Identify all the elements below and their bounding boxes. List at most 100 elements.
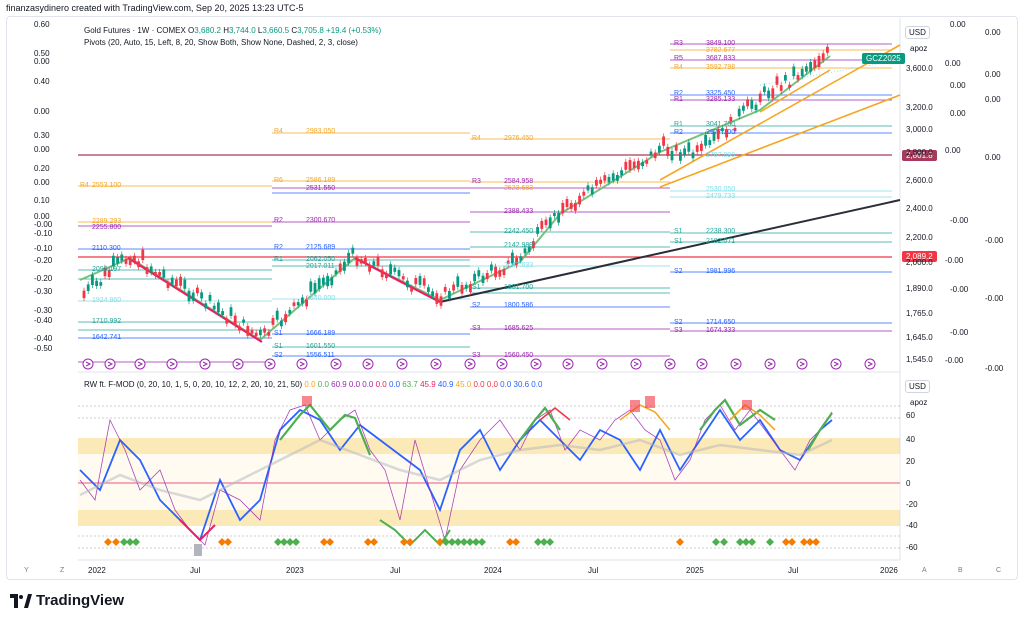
signal-diamond [400,538,408,546]
candle [792,66,796,77]
pivot-value: 2530.050 [706,186,736,193]
candle [813,60,817,69]
candle [687,142,691,152]
osc-grey-line [79,438,833,502]
pivot-value: 2047.633 [504,262,534,269]
symbol-name[interactable]: Gold Futures · 1W · COMEX [84,26,186,35]
osc-value: 45.0 [453,380,472,389]
bottom-btn-z[interactable]: Z [60,567,65,574]
pivot-label: S1 [674,228,683,235]
scale-mode[interactable]: apoz [910,44,928,53]
osc-green-seg-4 [807,412,833,451]
left-axis-tick: 0.50 [34,49,50,58]
signal-diamond [406,538,414,546]
osc-value: 0.0 [360,380,374,389]
candle [536,226,539,234]
candle [208,294,212,301]
pivot-marker-icon [82,358,94,370]
candle [364,258,367,264]
candle [742,105,745,111]
candle [347,252,350,263]
candle [695,145,699,152]
pivot-value: 3041.750 [706,121,736,128]
candle [683,148,686,155]
time-tick: 2024 [484,566,502,575]
symbol-legend[interactable]: Gold Futures · 1W · COMEX O3,680.2 H3,74… [84,26,382,35]
bottom-btn-b[interactable]: B [958,567,963,574]
signal-diamond [442,538,450,546]
symbol-price-tag: GCZ2025 [862,53,905,64]
price-tick: 2,200.0 [906,233,933,242]
oscillator-legend[interactable]: RW ft. F-MOD (0, 20, 10, 1, 5, 0, 20, 10… [84,380,542,389]
candle [175,279,178,287]
currency-button[interactable]: USD [905,26,930,39]
tradingview-logo-icon [10,593,32,608]
signal-diamond [364,538,372,546]
pivot-marker-icon [530,358,542,370]
pivot-value: 1710.992 [92,318,122,325]
osc-green-seg-3 [699,398,776,431]
pivot-value: 3687.833 [706,55,736,62]
pivot-value: 2017.011 [306,263,335,270]
left-axis-tick: -0.40 [34,334,53,343]
candle [305,299,308,307]
pivot-value: 1560.450 [504,352,534,359]
candle [196,287,199,294]
bottom-btn-y[interactable]: Y [24,567,29,574]
time-tick: Jul [190,566,201,575]
osc-value: 45.9 [417,380,436,389]
pivot-label: R4 [274,128,283,135]
oscillator-name[interactable]: RW ft. F-MOD (0, 20, 10, 1, 5, 0, 20, 10… [84,380,303,389]
candle [330,277,334,286]
signal-diamond [506,538,514,546]
osc-bottom-marker [194,544,202,556]
pivot-value: 1601.550 [306,343,336,350]
candle [238,326,241,331]
price-tick: 1,890.0 [906,284,933,293]
candle [99,282,103,286]
candle [431,291,434,297]
candle [733,128,737,132]
candle [725,129,728,138]
pivot-value: 1840.000 [306,295,336,302]
candle [532,241,535,249]
tradingview-logo[interactable]: TradingView [10,592,124,609]
osc-value: 0.0 [304,380,316,389]
signal-diamond [466,538,474,546]
pivot-marker-icon [496,358,508,370]
candle [439,296,443,306]
signal-diamond [720,538,728,546]
pivots-legend[interactable]: Pivots (20, Auto, 15, Left, 8, 20, Show … [84,38,358,47]
osc-currency-button[interactable]: USD [905,380,930,393]
candle [435,293,439,304]
pivot-label: S2 [674,268,683,275]
candle [292,302,296,306]
bottom-btn-c[interactable]: C [996,567,1002,574]
signal-diamond [448,538,456,546]
candle [313,283,317,294]
candle [301,297,304,304]
pivot-label: S1 [274,343,283,350]
bottom-btn-a[interactable]: A [922,567,927,574]
candle [288,309,292,314]
left-axis-tick: 0.10 [34,196,50,205]
price-tick: 1,765.0 [906,309,933,318]
candle [351,247,355,254]
pivot-marker-icon [696,358,708,370]
candle [607,176,611,183]
pivot-marker-icon [830,358,842,370]
osc-scale-mode[interactable]: apoz [910,398,928,407]
signal-diamond [280,538,288,546]
candle [540,220,544,229]
candle [758,93,762,103]
osc-red-seg-1 [179,519,216,542]
candle [775,76,779,85]
signal-diamond [472,538,480,546]
candle [784,75,787,81]
signal-diamond [712,538,720,546]
candle [628,160,632,171]
candle [170,277,174,285]
candle [112,255,115,267]
candle [523,248,527,254]
